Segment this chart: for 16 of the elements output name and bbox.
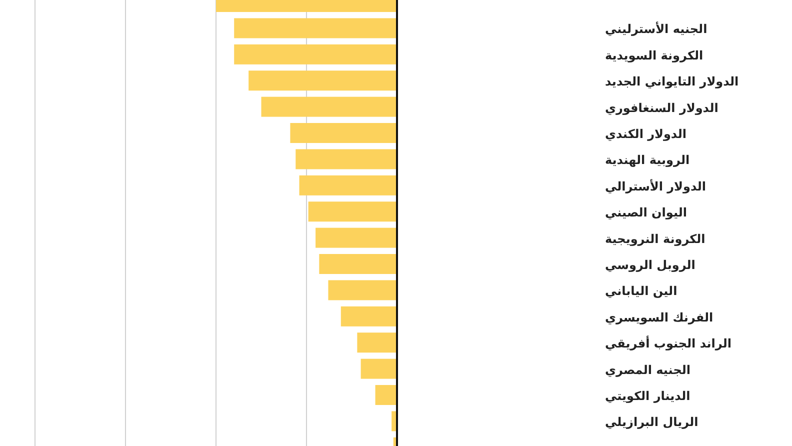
y-tick-label: الدولار الكندي — [605, 127, 686, 141]
y-tick-label: الفرنك السويسري — [605, 310, 714, 324]
y-tick-label: الكرونة السويدية — [605, 48, 704, 62]
y-tick-label: اليوان الصيني — [605, 206, 687, 220]
y-tick-label: الريال البرازيلي — [605, 415, 698, 430]
y-tick-label: الجنيه المصري — [605, 362, 690, 377]
y-tick-label: الروبل الروسي — [605, 258, 696, 272]
y-tick-label: الدولار السنغافوري — [605, 100, 718, 115]
y-tick-label: الدينار الكويتي — [605, 389, 690, 403]
y-tick-label: الدولار الأسترالي — [605, 178, 706, 194]
y-tick-label: الروبية الهندية — [605, 153, 690, 168]
y-tick-label: الين الياباني — [605, 284, 678, 298]
y-tick-label: الدولار التايواني الجديد — [605, 74, 739, 89]
y-tick-label: الجنيه الأسترليني — [605, 21, 708, 36]
y-tick-label: الكرونة النرويجية — [605, 232, 706, 246]
y-tick-label: الراند الجنوب أفريقي — [605, 336, 732, 351]
